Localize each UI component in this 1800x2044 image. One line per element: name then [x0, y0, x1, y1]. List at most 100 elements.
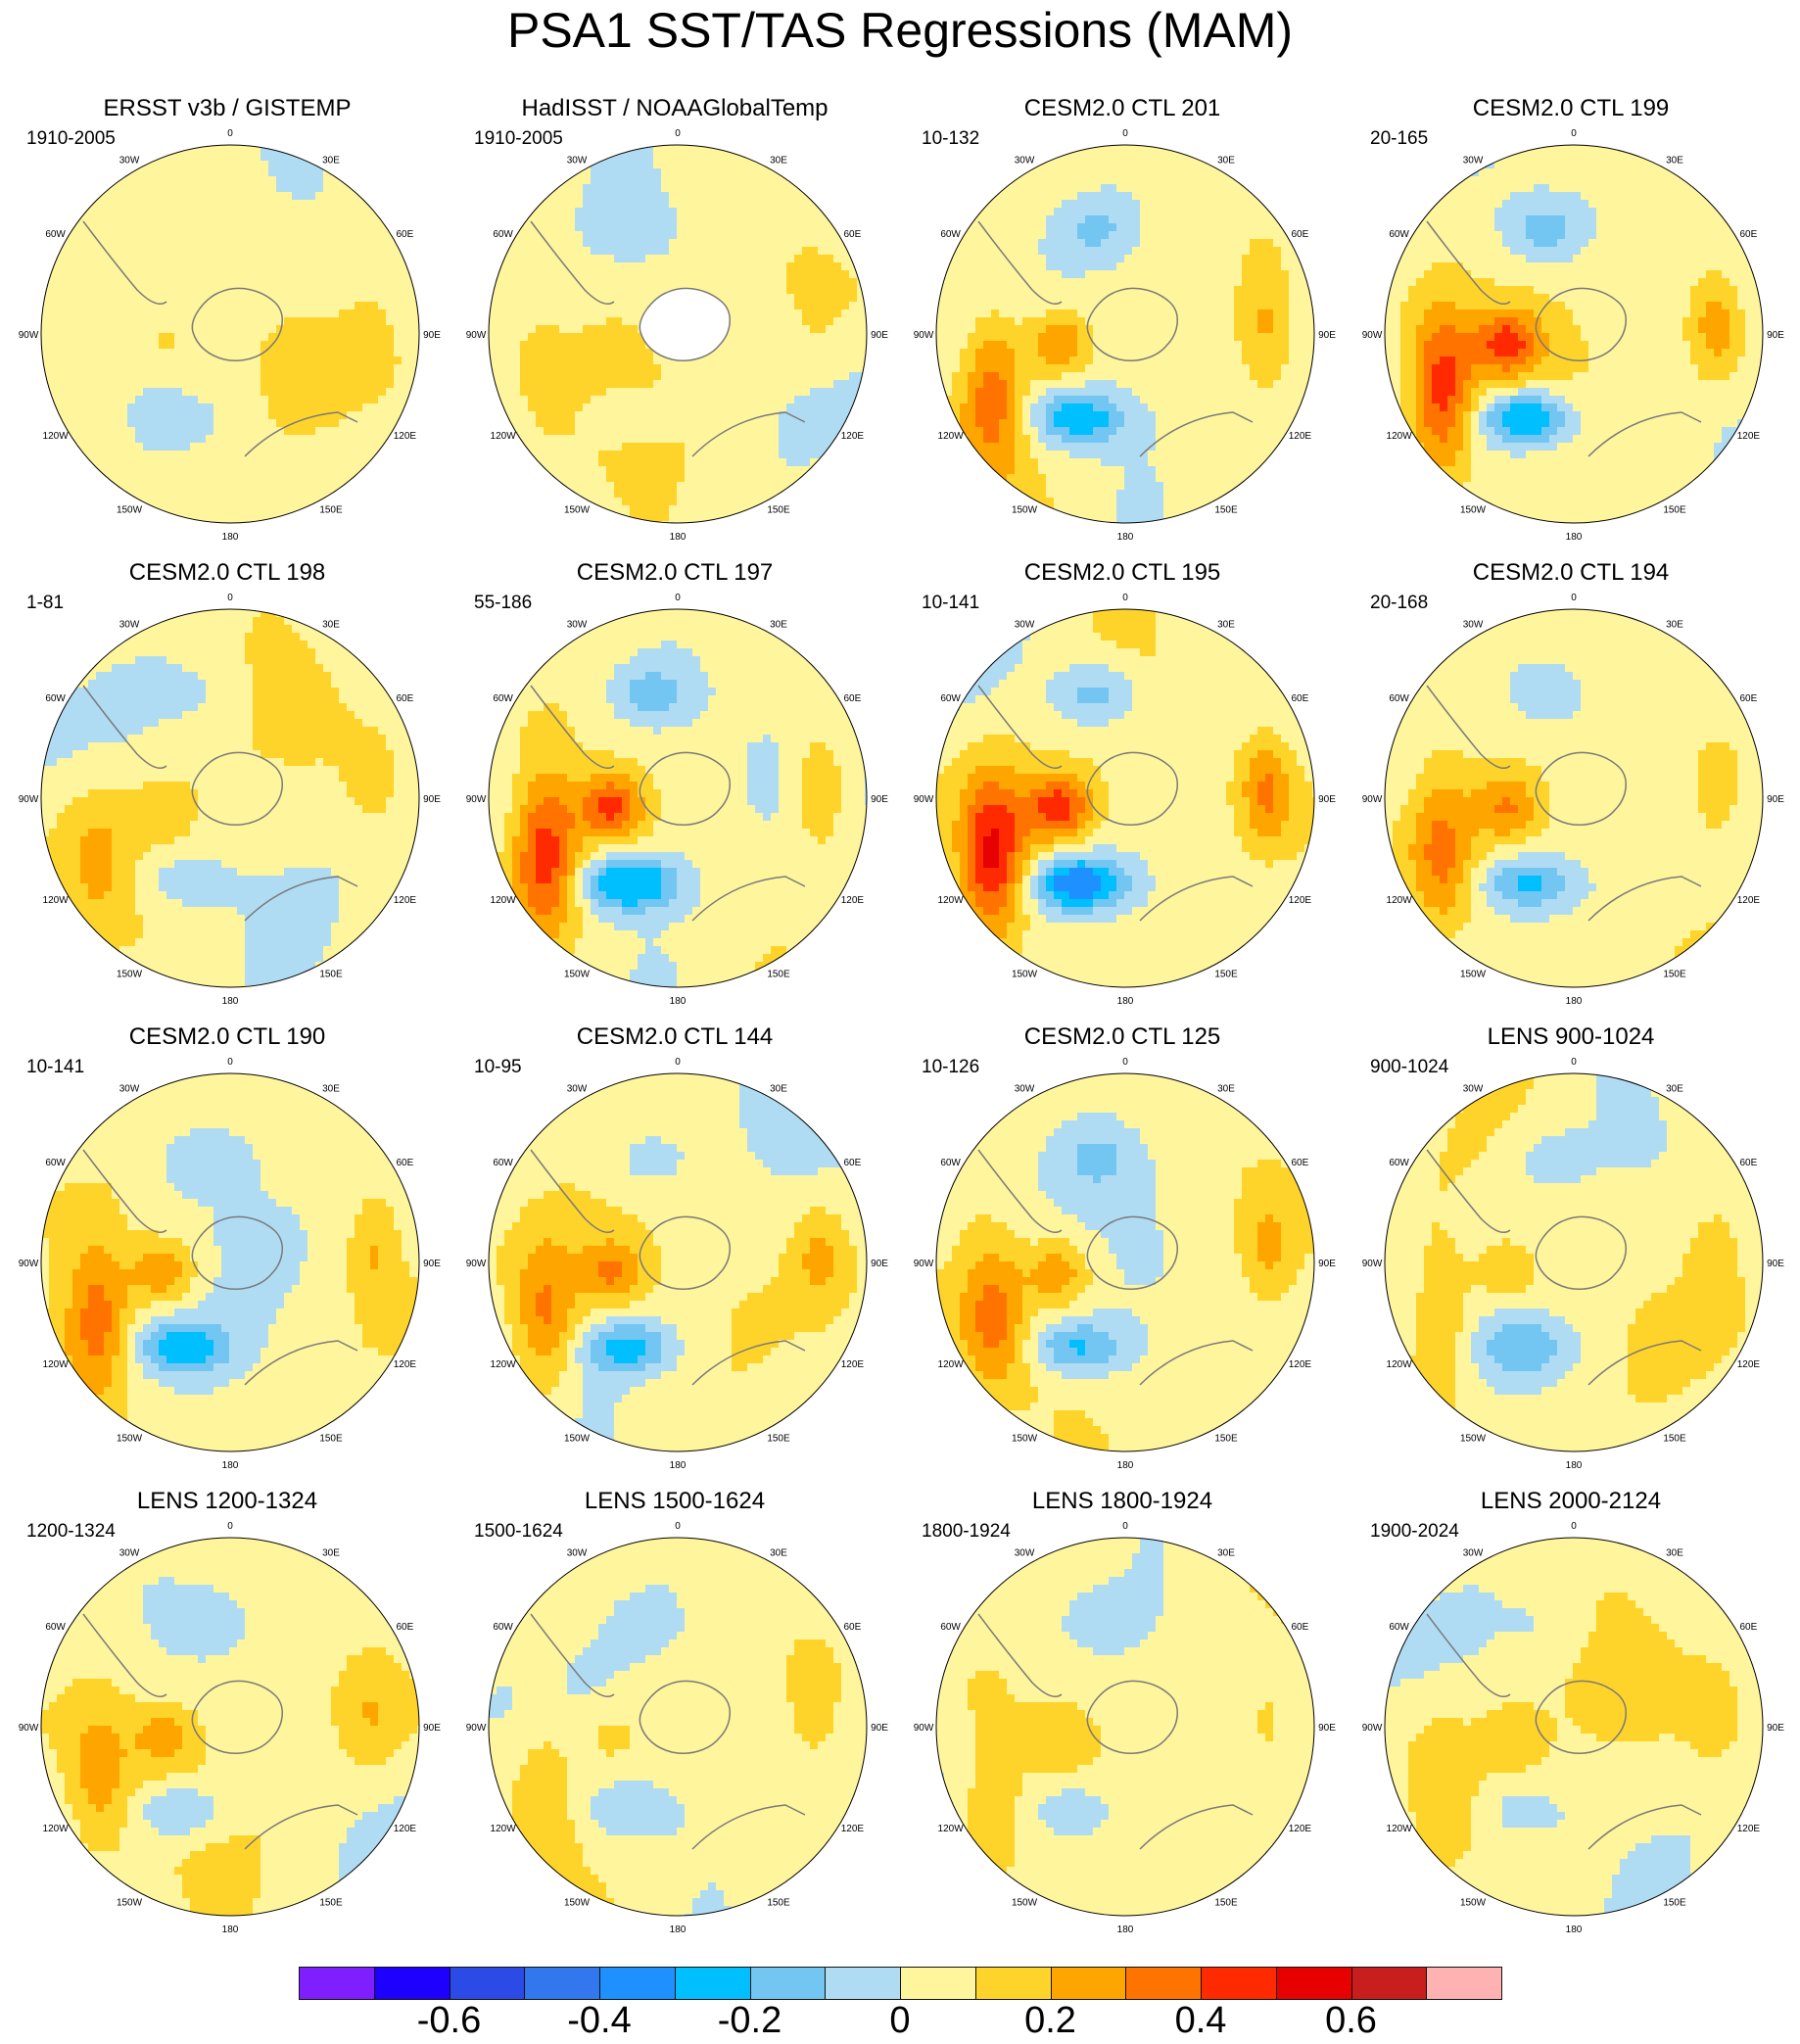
field-cell: [174, 419, 183, 428]
field-cell: [261, 317, 269, 326]
field-cell: [544, 419, 552, 428]
field-cell: [1187, 231, 1196, 240]
field-cell: [528, 309, 537, 318]
field-cell: [1171, 200, 1180, 209]
field-cell: [1046, 278, 1055, 287]
field-cell: [700, 372, 709, 381]
field-cell: [645, 521, 654, 523]
field-cell: [292, 200, 301, 209]
field-cell: [630, 396, 639, 404]
field-cell: [284, 325, 293, 334]
field-cell: [119, 419, 128, 428]
field-cell: [512, 427, 521, 436]
field-cell: [692, 419, 701, 428]
field-cell: [1312, 294, 1314, 303]
field-cell: [692, 474, 701, 483]
field-cell: [72, 239, 81, 248]
field-cell: [1218, 255, 1227, 263]
australia-outline: [244, 411, 358, 457]
field-cell: [583, 349, 592, 357]
field-cell: [409, 357, 418, 365]
field-cell: [119, 286, 128, 295]
field-cell: [80, 341, 89, 350]
field-cell: [323, 184, 332, 193]
field-cell: [716, 427, 725, 436]
field-cell: [72, 451, 81, 459]
field-cell: [1015, 223, 1023, 232]
field-cell: [127, 372, 136, 381]
field-cell: [763, 255, 772, 263]
field-cell: [386, 411, 395, 420]
field-cell: [841, 349, 850, 357]
field-cell: [1257, 286, 1266, 295]
field-cell: [622, 396, 631, 404]
field-cell: [591, 168, 599, 177]
field-cell: [166, 372, 175, 381]
field-cell: [323, 474, 332, 483]
field-cell: [104, 443, 113, 452]
field-cell: [49, 286, 58, 295]
field-cell: [865, 341, 867, 350]
field-cell: [41, 357, 50, 365]
field-cell: [700, 270, 709, 279]
field-cell: [151, 294, 160, 303]
field-cell: [692, 357, 701, 365]
field-cell: [1085, 161, 1094, 169]
field-cell: [575, 435, 584, 444]
field-cell: [347, 451, 355, 459]
field-cell: [786, 239, 795, 248]
field-cell: [544, 223, 552, 232]
field-cell: [685, 482, 693, 491]
field-cell: [544, 317, 552, 326]
field-cell: [300, 474, 308, 483]
field-cell: [253, 490, 261, 499]
field-cell: [1030, 215, 1039, 224]
field-cell: [159, 184, 167, 193]
field-cell: [952, 325, 961, 334]
field-cell: [645, 364, 654, 373]
field-cell: [409, 309, 418, 318]
field-cell: [72, 262, 81, 271]
field-cell: [261, 286, 269, 295]
field-cell: [159, 223, 167, 232]
field-cell: [127, 317, 136, 326]
field-cell: [559, 404, 568, 412]
field-cell: [1312, 286, 1314, 295]
field-cell: [1077, 278, 1086, 287]
field-cell: [166, 427, 175, 436]
field-cell: [182, 498, 191, 506]
field-cell: [692, 153, 701, 162]
field-cell: [80, 380, 89, 389]
field-cell: [159, 357, 167, 365]
field-cell: [151, 364, 160, 373]
field-cell: [221, 317, 230, 326]
field-cell: [261, 490, 269, 499]
field-cell: [49, 388, 58, 397]
field-cell: [1046, 168, 1055, 177]
field-cell: [261, 294, 269, 303]
field-cell: [1093, 333, 1102, 342]
field-cell: [166, 286, 175, 295]
field-cell: [213, 357, 222, 365]
field-cell: [292, 474, 301, 483]
field-cell: [685, 388, 693, 397]
field-cell: [1179, 302, 1188, 310]
field-cell: [1109, 208, 1117, 216]
field-cell: [166, 200, 175, 209]
field-cell: [253, 262, 261, 271]
field-cell: [794, 466, 803, 475]
field-cell: [355, 255, 363, 263]
field-cell: [700, 458, 709, 467]
field-cell: [112, 192, 120, 201]
field-cell: [370, 223, 379, 232]
field-cell: [802, 458, 811, 467]
field-cell: [245, 239, 254, 248]
field-cell: [362, 357, 371, 365]
field-cell: [692, 380, 701, 389]
field-cell: [1077, 192, 1086, 201]
field-cell: [268, 498, 277, 506]
field-cell: [716, 262, 725, 271]
field-cell: [1210, 176, 1219, 185]
field-cell: [1116, 145, 1125, 154]
field-cell: [261, 239, 269, 248]
